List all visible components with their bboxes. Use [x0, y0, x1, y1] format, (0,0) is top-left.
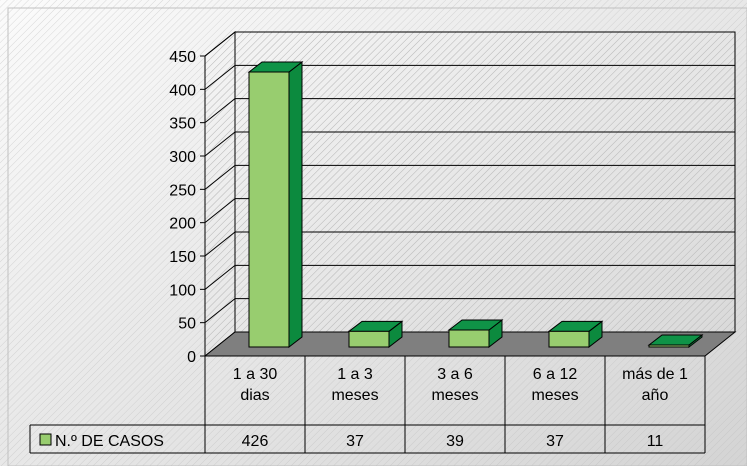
category-label: 3 a 6: [437, 366, 473, 383]
back-wall: [234, 31, 736, 333]
gridline-side: [204, 64, 236, 90]
data-label: 37: [346, 433, 364, 450]
legend-label: N.º DE CASOS: [55, 433, 164, 450]
legend-swatch: [39, 433, 52, 446]
category-label: año: [642, 387, 669, 404]
bar-side: [288, 60, 303, 349]
bar-front: [448, 329, 490, 348]
bar: [647, 333, 704, 349]
bar: [347, 320, 404, 349]
y-tick-label: 150: [169, 249, 196, 266]
gridline-side: [204, 298, 236, 324]
gridline-side: [204, 131, 236, 157]
y-tick-label: 350: [169, 116, 196, 133]
side-wall: [204, 30, 236, 358]
data-table: 1 a 30 dias 1 a 3 meses 3 a 6 meses 6 a 12 mese…: [29, 356, 706, 454]
data-label: 426: [242, 433, 269, 450]
gridline-side: [204, 264, 236, 290]
gridlines: [204, 31, 735, 324]
category-label: 1 a 3: [337, 366, 373, 383]
y-tick-label: 300: [169, 149, 196, 166]
y-tick-label: 50: [178, 316, 196, 333]
gridline-side: [204, 164, 236, 190]
y-tick-label: 250: [169, 182, 196, 199]
y-axis: 0 50 100 150 200 250 300 350 400 450: [169, 49, 206, 366]
bar-front: [548, 330, 590, 348]
category-label: meses: [431, 387, 478, 404]
category-label: 1 a 30: [233, 366, 278, 383]
bar: [247, 60, 304, 349]
category-label: más de 1: [622, 366, 688, 383]
bar-front: [648, 344, 690, 348]
gridline-side: [204, 31, 236, 57]
gridline-side: [204, 98, 236, 124]
data-label: 39: [446, 433, 464, 450]
y-tick-label: 400: [169, 82, 196, 99]
bar: [547, 320, 604, 349]
y-tick-label: 0: [187, 349, 196, 366]
y-tick-label: 100: [169, 282, 196, 299]
category-label: dias: [240, 387, 269, 404]
bar-front: [348, 330, 390, 348]
y-tick-label: 450: [169, 49, 196, 66]
gridline-side: [204, 231, 236, 257]
category-label: meses: [331, 387, 378, 404]
bar-front: [248, 71, 290, 348]
category-label: 6 a 12: [533, 366, 578, 383]
data-label: 37: [546, 433, 564, 450]
data-label: 11: [647, 433, 664, 450]
category-label: meses: [531, 387, 578, 404]
gridline-side: [204, 198, 236, 224]
bar: [447, 318, 504, 349]
bars: [247, 60, 704, 349]
y-tick-label: 200: [169, 216, 196, 233]
